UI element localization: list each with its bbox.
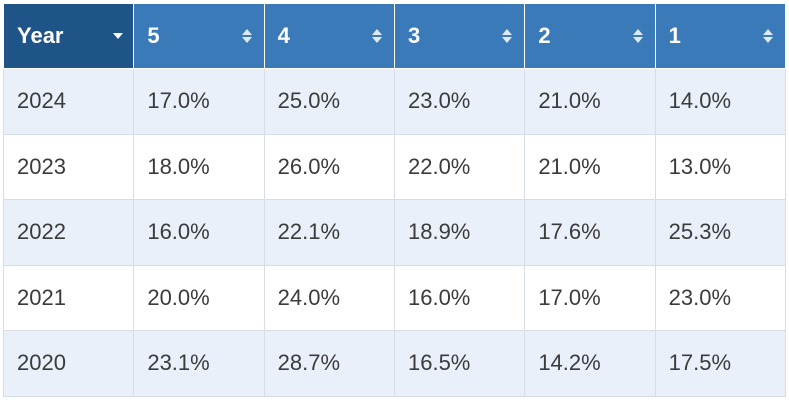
cell-5: 18.0% [133,133,265,200]
cell-5: 23.1% [133,330,265,397]
cell-1: 23.0% [654,264,787,331]
cell-4: 24.0% [263,264,395,331]
cell-year: 2022 [2,199,135,266]
cell-3: 22.0% [393,133,526,200]
cell-2: 17.0% [524,264,656,331]
column-header-year[interactable]: Year [2,3,135,69]
column-header-label: 2 [538,23,551,48]
column-header-3[interactable]: 3 [393,3,526,69]
column-header-label: 1 [668,23,681,48]
cell-2: 21.0% [524,133,656,200]
cell-5: 17.0% [133,68,265,135]
header-row: Year 5 4 3 2 [2,3,787,69]
cell-year: 2020 [2,330,135,397]
data-table: Year 5 4 3 2 [2,3,787,397]
cell-5: 20.0% [133,264,265,331]
cell-1: 25.3% [654,199,787,266]
table-row: 2021 20.0% 24.0% 16.0% 17.0% 23.0% [2,264,787,331]
column-header-1[interactable]: 1 [654,3,787,69]
cell-3: 16.0% [393,264,526,331]
sort-icon[interactable] [502,28,513,44]
table-row: 2023 18.0% 26.0% 22.0% 21.0% 13.0% [2,133,787,200]
cell-2: 17.6% [524,199,656,266]
column-header-label: 4 [277,23,290,48]
data-table-container: Year 5 4 3 2 [2,3,787,397]
cell-2: 21.0% [524,68,656,135]
column-header-4[interactable]: 4 [263,3,395,69]
cell-1: 14.0% [654,68,787,135]
cell-5: 16.0% [133,199,265,266]
chevron-down-icon[interactable] [113,33,124,39]
cell-4: 26.0% [263,133,395,200]
cell-1: 13.0% [654,133,787,200]
table-row: 2020 23.1% 28.7% 16.5% 14.2% 17.5% [2,330,787,397]
cell-3: 16.5% [393,330,526,397]
cell-year: 2024 [2,68,135,135]
cell-2: 14.2% [524,330,656,397]
sort-icon[interactable] [241,28,252,44]
cell-year: 2023 [2,133,135,200]
cell-4: 22.1% [263,199,395,266]
cell-4: 28.7% [263,330,395,397]
table-body: 2024 17.0% 25.0% 23.0% 21.0% 14.0% 2023 … [2,68,787,397]
cell-4: 25.0% [263,68,395,135]
column-header-2[interactable]: 2 [524,3,656,69]
column-header-label: 5 [147,23,160,48]
sort-icon[interactable] [763,28,773,44]
table-row: 2022 16.0% 22.1% 18.9% 17.6% 25.3% [2,199,787,266]
cell-3: 18.9% [393,199,526,266]
table-header: Year 5 4 3 2 [2,3,787,69]
column-header-label: 3 [407,23,421,48]
table-row: 2024 17.0% 25.0% 23.0% 21.0% 14.0% [2,68,787,135]
cell-year: 2021 [2,264,135,331]
cell-3: 23.0% [393,68,526,135]
column-header-5[interactable]: 5 [133,3,265,69]
cell-1: 17.5% [654,330,787,397]
column-header-label: Year [17,23,64,48]
sort-icon[interactable] [632,28,643,44]
sort-icon[interactable] [371,28,382,44]
